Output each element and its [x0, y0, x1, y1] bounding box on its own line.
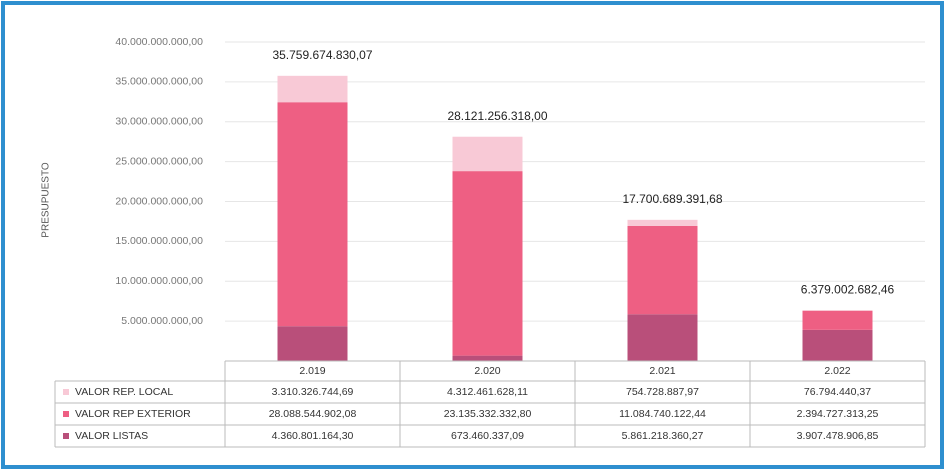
table-value: 76.794.440,37 [804, 386, 871, 398]
legend-swatch [63, 411, 69, 417]
y-tick-label: 40.000.000.000,00 [115, 36, 203, 48]
table-value: 4.312.461.628,11 [447, 386, 528, 398]
total-label: 35.759.674.830,07 [272, 48, 372, 62]
y-axis-label: PRESUPUESTO [41, 162, 52, 238]
legend-label: VALOR REP. LOCAL [75, 386, 173, 398]
y-tick-label: 35.000.000.000,00 [115, 76, 203, 88]
bar-segment [802, 329, 873, 361]
y-tick-label: 30.000.000.000,00 [115, 116, 203, 128]
x-tick-label: 2.022 [824, 365, 850, 377]
total-label: 28.121.256.318,00 [447, 109, 547, 123]
y-tick-label: 5.000.000.000,00 [121, 315, 203, 327]
table-value: 673.460.337,09 [451, 430, 524, 442]
table-value: 5.861.218.360,27 [622, 430, 704, 442]
bar-segment [277, 102, 348, 327]
total-label: 6.379.002.682,46 [801, 282, 895, 296]
bar-segment [277, 326, 348, 361]
bar-segment [452, 136, 523, 172]
table-value: 3.310.326.744,69 [272, 386, 354, 398]
legend-label: VALOR REP EXTERIOR [75, 408, 191, 420]
y-tick-label: 20.000.000.000,00 [115, 195, 203, 207]
table-value: 23.135.332.332,80 [444, 408, 532, 420]
table-value: 2.394.727.313,25 [797, 408, 879, 420]
table-value: 3.907.478.906,85 [797, 430, 879, 442]
legend-swatch [63, 389, 69, 395]
x-tick-label: 2.019 [299, 365, 325, 377]
table-value: 11.084.740.122,44 [619, 408, 706, 420]
bar-segment [277, 75, 348, 103]
bar-segment [627, 225, 698, 315]
y-tick-label: 15.000.000.000,00 [115, 235, 203, 247]
bar-segment [452, 171, 523, 356]
table-value: 4.360.801.164,30 [272, 430, 354, 442]
x-tick-label: 2.021 [649, 365, 675, 377]
y-tick-label: 25.000.000.000,00 [115, 155, 203, 167]
y-tick-label: 10.000.000.000,00 [115, 275, 203, 287]
legend-swatch [63, 433, 69, 439]
bar-segment [627, 314, 698, 361]
bar-segment [452, 355, 523, 361]
bar-segment [802, 310, 873, 311]
bar-segment [802, 310, 873, 330]
legend-label: VALOR LISTAS [75, 430, 148, 442]
x-tick-label: 2.020 [474, 365, 500, 377]
table-value: 754.728.887,97 [626, 386, 699, 398]
bar-segment [627, 219, 698, 226]
total-label: 17.700.689.391,68 [622, 192, 722, 206]
table-value: 28.088.544.902,08 [269, 408, 357, 420]
